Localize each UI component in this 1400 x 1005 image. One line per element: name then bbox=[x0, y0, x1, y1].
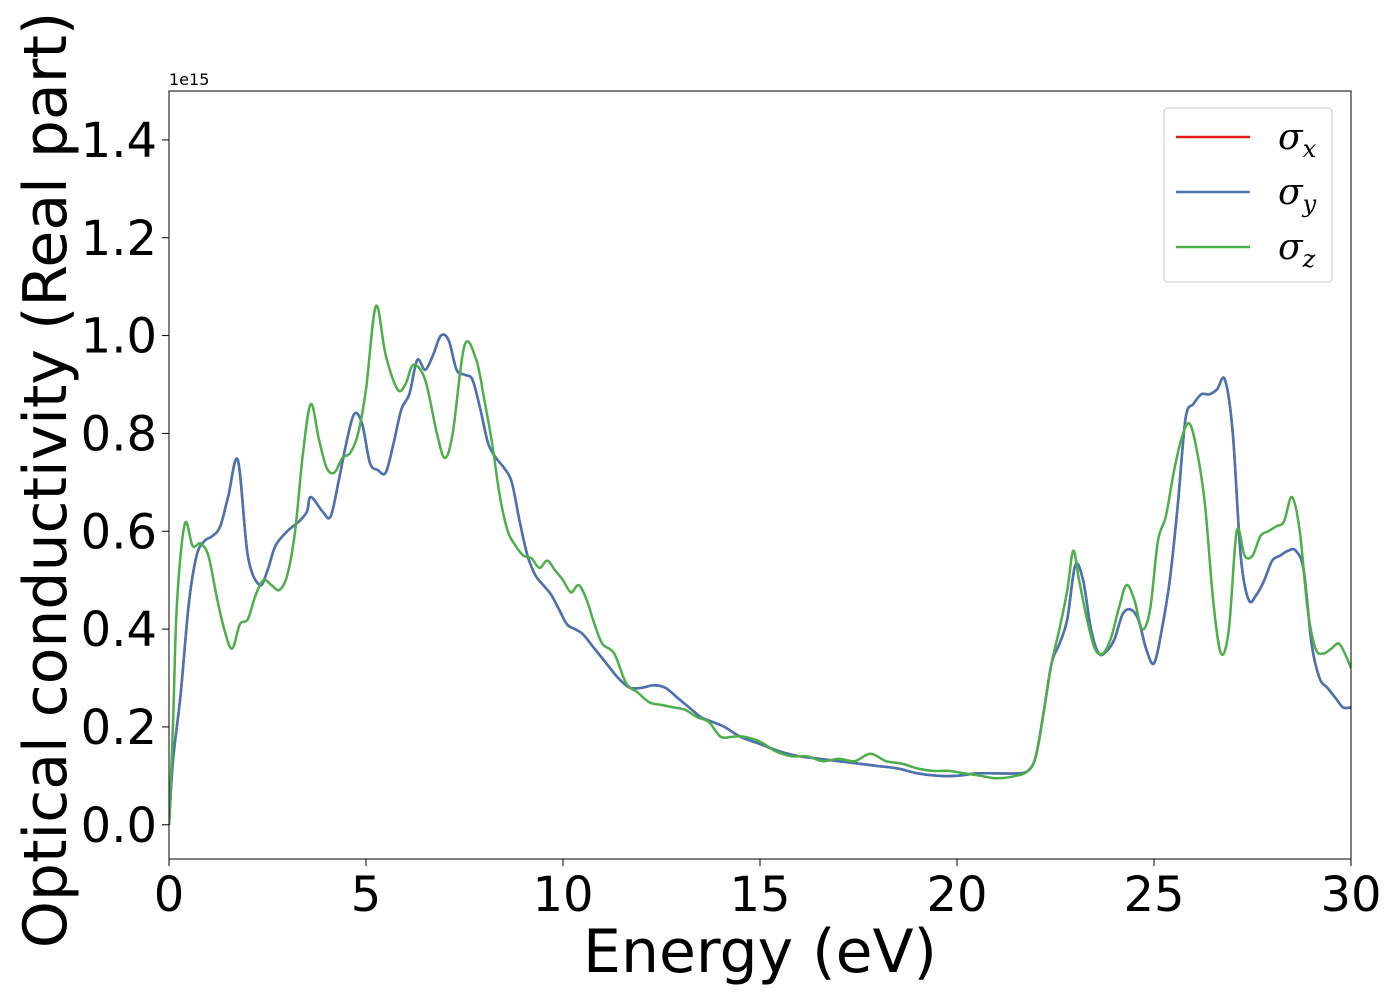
series-line-y bbox=[169, 333, 1351, 825]
y-tick-label: 0.6 bbox=[81, 504, 157, 560]
y-tick-label: 0.2 bbox=[81, 700, 157, 756]
y-tick-label: 1.4 bbox=[81, 113, 157, 169]
x-ticks: 0 5 10 15 20 25 30 bbox=[154, 859, 1382, 923]
legend-label-x: σx bbox=[1278, 117, 1317, 163]
legend-box bbox=[1163, 107, 1333, 283]
y-axis-title: Optical conductivity (Real part) bbox=[11, 12, 81, 949]
y-tick-label: 0.4 bbox=[81, 602, 157, 658]
legend-label-z: σz bbox=[1278, 227, 1316, 273]
x-axis-title: Energy (eV) bbox=[583, 917, 937, 987]
x-tick-label: 0 bbox=[154, 867, 185, 923]
x-tick-label: 5 bbox=[351, 867, 382, 923]
x-tick-label: 20 bbox=[926, 867, 987, 923]
y-tick-label: 0.0 bbox=[81, 798, 157, 854]
y-offset-text: 1e15 bbox=[169, 70, 209, 89]
legend: σx σy σz bbox=[1163, 107, 1333, 283]
x-tick-label: 25 bbox=[1123, 867, 1184, 923]
y-ticks: 0.0 0.2 0.4 0.6 0.8 1.0 1.2 1.4 bbox=[81, 113, 169, 854]
series-line-x bbox=[169, 333, 1351, 825]
legend-label-y: σy bbox=[1278, 172, 1317, 218]
series-layer bbox=[169, 304, 1351, 825]
x-tick-label: 10 bbox=[532, 867, 593, 923]
series-line-z bbox=[169, 304, 1351, 825]
legend-items: σx σy σz bbox=[1176, 117, 1317, 273]
x-tick-label: 15 bbox=[729, 867, 790, 923]
y-tick-label: 1.2 bbox=[81, 211, 157, 267]
y-tick-label: 0.8 bbox=[81, 406, 157, 462]
x-tick-label: 30 bbox=[1320, 867, 1381, 923]
y-tick-label: 1.0 bbox=[81, 309, 157, 365]
